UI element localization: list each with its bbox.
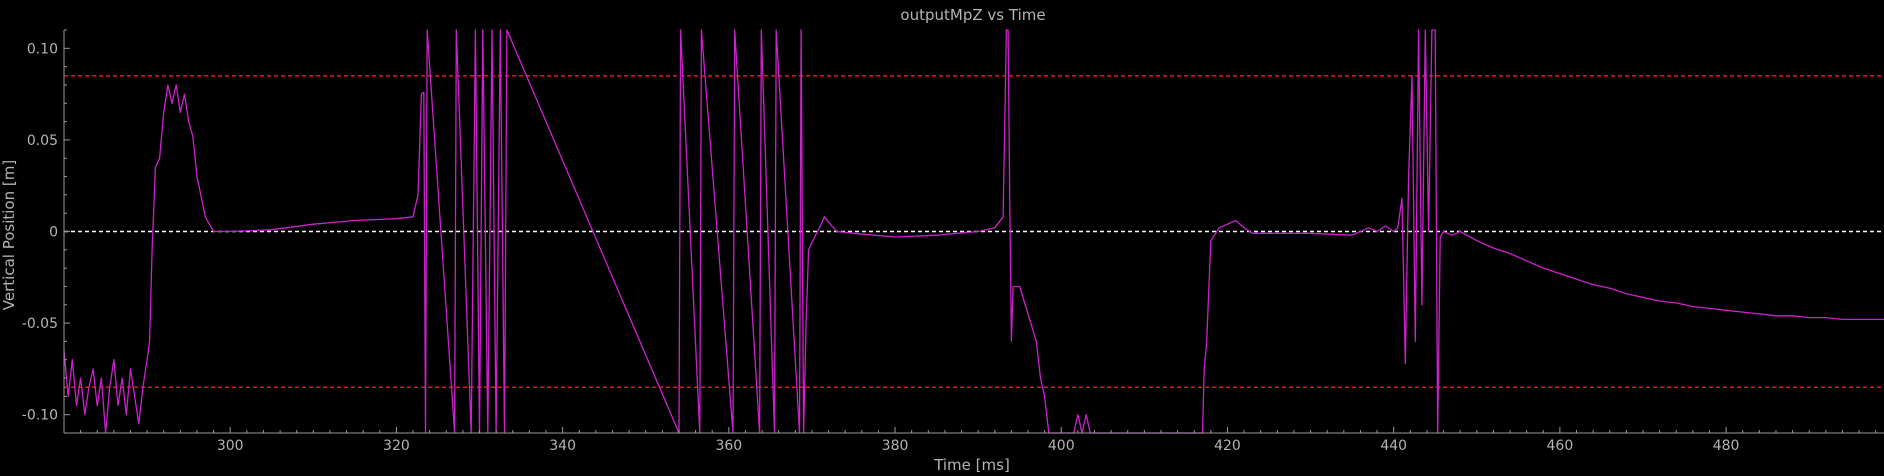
series-group	[63, 29, 1884, 434]
x-tick-label: 400	[1048, 438, 1075, 454]
series-line-0	[63, 29, 1884, 434]
x-tick-label: 420	[1214, 438, 1241, 454]
x-axis-label: Time [ms]	[933, 456, 1010, 474]
y-tick-label: 0.10	[27, 41, 58, 57]
y-axis-ticks: 0.10 0.05 0 -0.05 -0.10	[22, 29, 70, 434]
x-tick-label: 460	[1547, 438, 1574, 454]
x-tick-label: 380	[882, 438, 909, 454]
chart-title: outputMpZ vs Time	[900, 6, 1045, 24]
x-tick-label: 320	[383, 438, 410, 454]
x-tick-label: 480	[1713, 438, 1740, 454]
x-tick-label: 360	[715, 438, 742, 454]
y-tick-label: -0.05	[22, 316, 58, 332]
x-tick-label: 440	[1380, 438, 1407, 454]
y-tick-label: -0.10	[22, 408, 58, 424]
x-tick-label: 340	[549, 438, 576, 454]
y-tick-label: 0.05	[27, 133, 58, 149]
y-tick-label: 0	[49, 225, 58, 241]
y-axis-label: Vertical Position [m]	[0, 160, 18, 310]
x-tick-label: 300	[217, 438, 244, 454]
x-axis-ticks: 300 320 340 360 380 400 420 440 460 480	[63, 427, 1877, 454]
